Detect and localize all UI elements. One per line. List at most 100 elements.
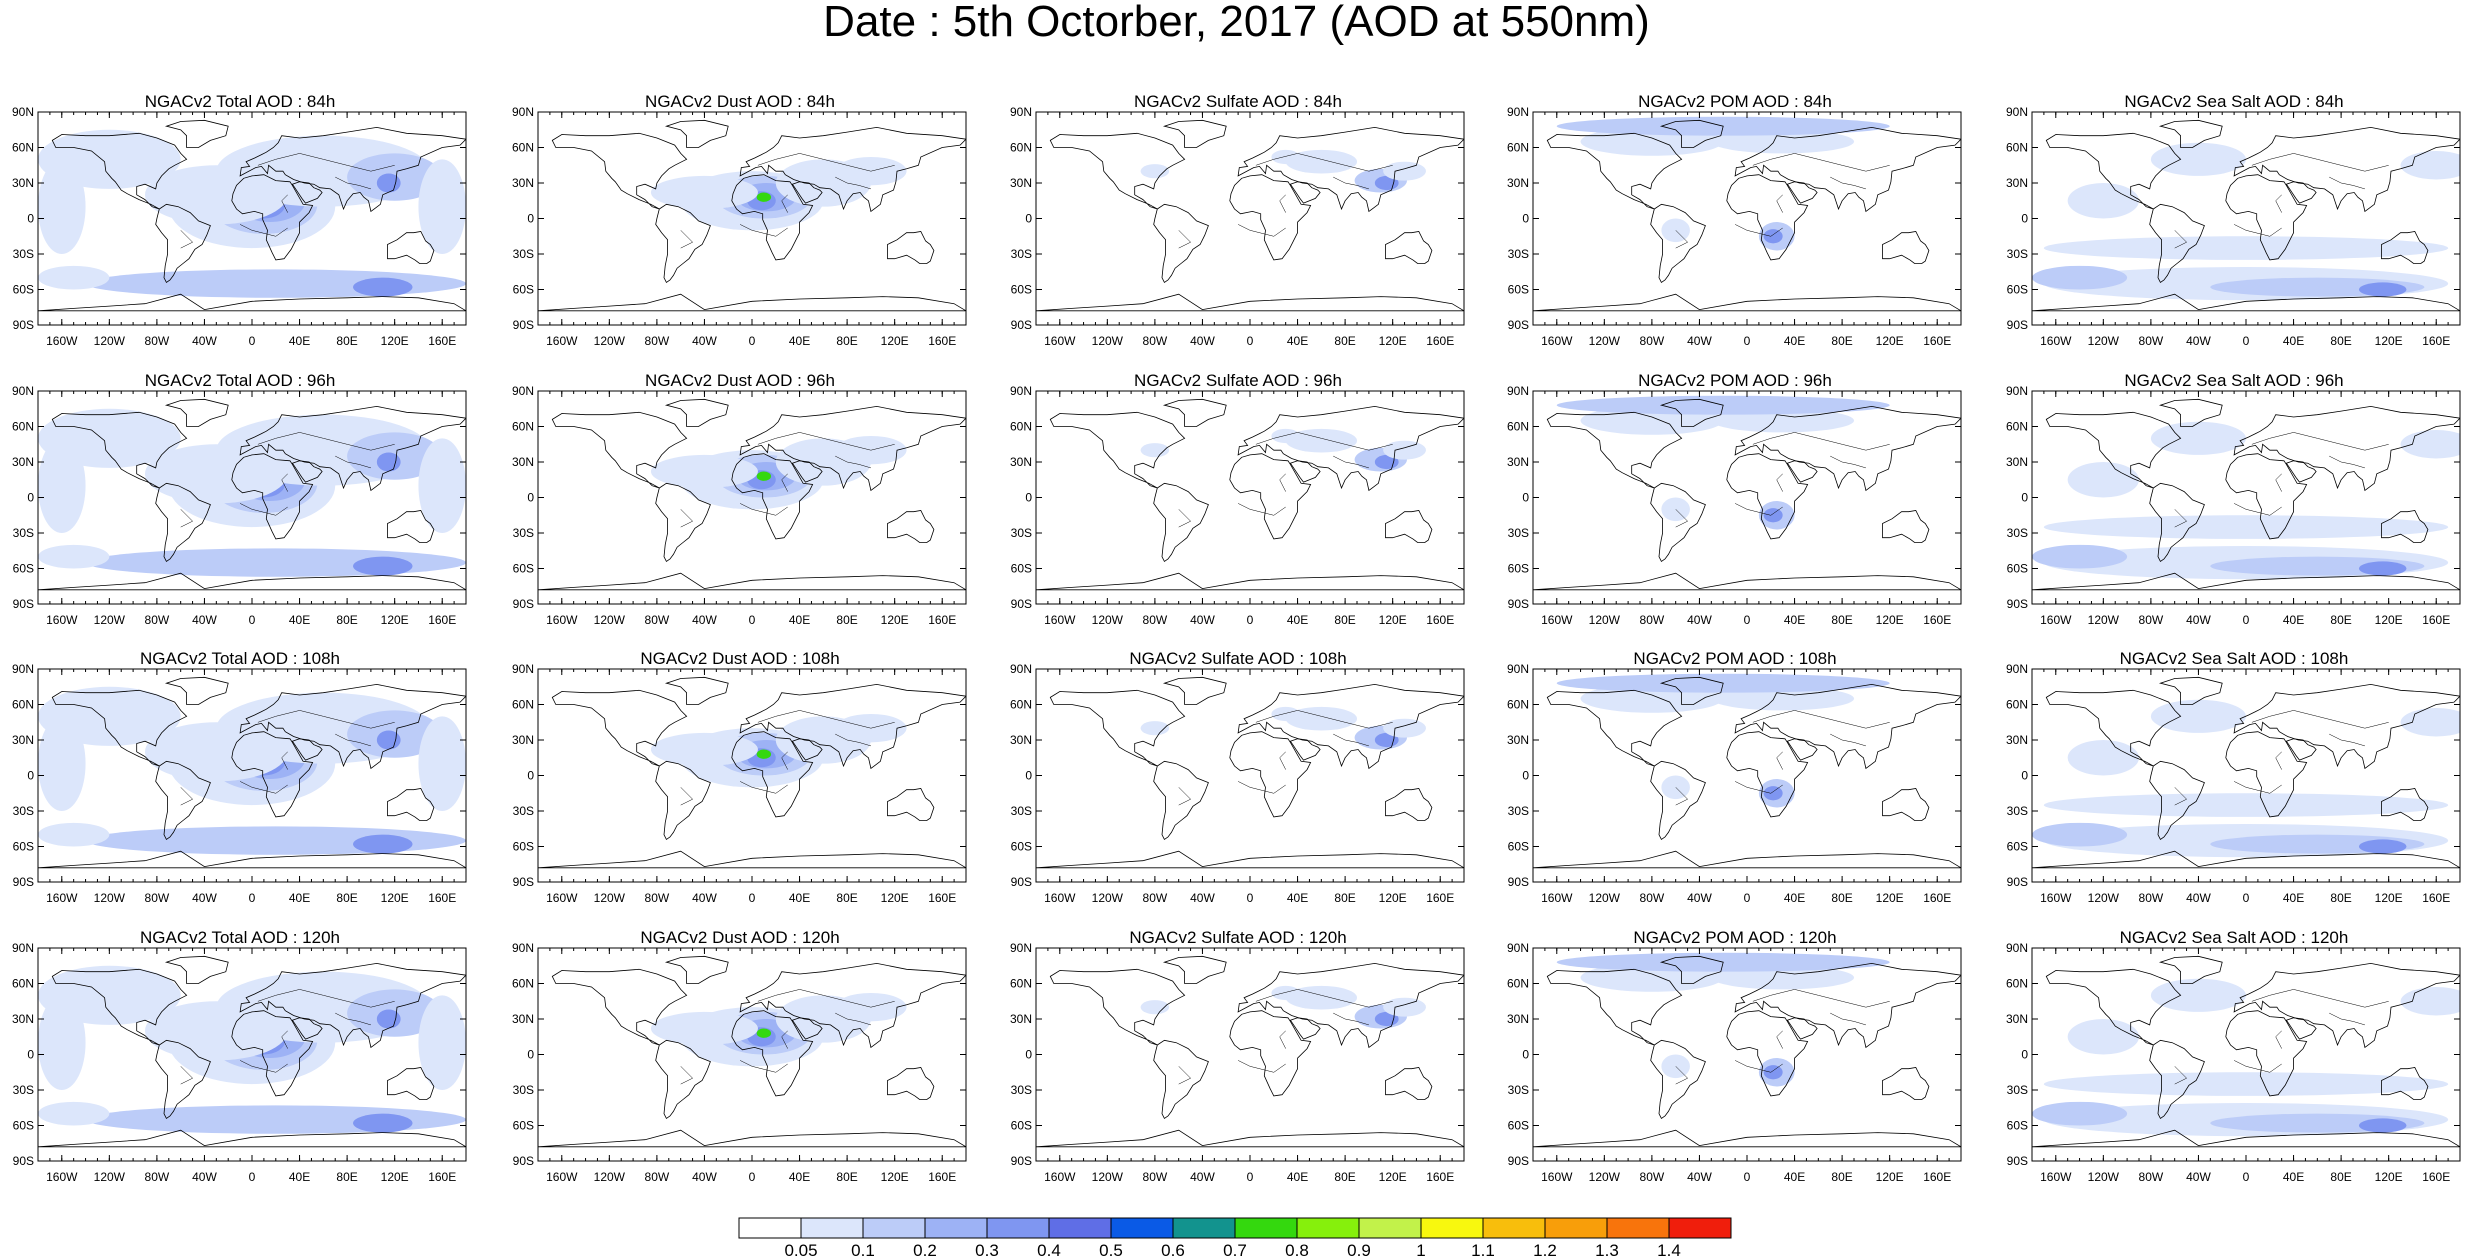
lon-tick-label: 80W bbox=[645, 891, 670, 905]
border-line bbox=[1255, 710, 1393, 729]
aod-field bbox=[650, 435, 907, 510]
lat-tick-label: 30N bbox=[1010, 176, 1032, 190]
coastline bbox=[2158, 398, 2223, 427]
lon-tick-label: 0 bbox=[1247, 891, 1254, 905]
aod-map: 90N 60N 30N 0 30S 60S 90S 160W 120W 80W 40W 0 40E 80E… bbox=[1010, 105, 1465, 348]
lon-tick-label: 160E bbox=[428, 613, 456, 627]
lon-tick-label: 80E bbox=[2330, 1170, 2351, 1184]
aod-field bbox=[1556, 952, 1890, 1087]
lat-tick-label: 90S bbox=[1508, 318, 1529, 332]
coastline bbox=[1786, 181, 1818, 204]
border-line bbox=[180, 509, 194, 528]
lat-tick-label: 0 bbox=[27, 769, 34, 783]
axis-ticks bbox=[1035, 111, 1465, 326]
axis-ticks bbox=[37, 947, 467, 1162]
coastline bbox=[1882, 231, 1930, 264]
coastline bbox=[164, 398, 229, 427]
lon-tick-label: 40E bbox=[1287, 613, 1308, 627]
aod-blob bbox=[2358, 839, 2407, 854]
axis-ticks bbox=[1532, 668, 1962, 883]
lat-tick-label: 30N bbox=[512, 733, 534, 747]
lon-tick-label: 80W bbox=[1143, 334, 1168, 348]
map-panel: NGACv2 Dust AOD : 84h 90N 60N 30N 0 30S 60S 90S… bbox=[500, 92, 980, 362]
border-line bbox=[2329, 1012, 2365, 1026]
coastline bbox=[2285, 181, 2317, 204]
lon-tick-label: 40E bbox=[1784, 613, 1805, 627]
lon-tick-label: 120W bbox=[2088, 613, 2120, 627]
coastline bbox=[1162, 398, 1227, 427]
lat-tick-label: 90N bbox=[12, 941, 34, 955]
lon-tick-label: 40W bbox=[692, 1170, 717, 1184]
colorbar-label: 0.05 bbox=[784, 1241, 817, 1260]
lon-tick-label: 160E bbox=[428, 891, 456, 905]
lat-tick-label: 30S bbox=[1011, 804, 1032, 818]
lon-tick-label: 80E bbox=[2330, 613, 2351, 627]
lat-tick-label: 0 bbox=[2021, 212, 2028, 226]
coastline bbox=[164, 119, 229, 148]
map-panel: NGACv2 Sulfate AOD : 96h 90N 60N 30N 0 30S 60S… bbox=[998, 371, 1478, 641]
lon-tick-label: 160E bbox=[1923, 891, 1951, 905]
lat-tick-label: 30N bbox=[1507, 176, 1529, 190]
aod-field bbox=[650, 992, 907, 1067]
coastline bbox=[291, 738, 323, 761]
colorbar-swatch bbox=[1482, 1217, 1546, 1239]
coastline bbox=[1153, 203, 1209, 283]
coastline bbox=[887, 231, 935, 264]
aod-blob bbox=[1383, 440, 1426, 460]
lat-tick-label: 0 bbox=[527, 212, 534, 226]
coastline bbox=[1726, 453, 1809, 540]
border-line bbox=[1178, 1066, 1192, 1085]
aod-blob bbox=[418, 159, 466, 254]
lat-tick-label: 0 bbox=[1025, 212, 1032, 226]
aod-blob bbox=[650, 1011, 758, 1046]
border-line bbox=[1255, 989, 1393, 1008]
coastline bbox=[664, 398, 729, 427]
coastline bbox=[38, 850, 466, 869]
coastline bbox=[164, 676, 229, 705]
aod-blob bbox=[38, 716, 86, 811]
lon-tick-label: 80E bbox=[836, 613, 857, 627]
lon-tick-label: 160E bbox=[928, 613, 956, 627]
lon-tick-label: 160W bbox=[1044, 334, 1076, 348]
aod-blob bbox=[2150, 421, 2246, 455]
panel-title: NGACv2 Sulfate AOD : 84h bbox=[1134, 92, 1342, 111]
lon-tick-label: 120W bbox=[1589, 891, 1621, 905]
lon-tick-label: 80W bbox=[1640, 1170, 1665, 1184]
colorbar-swatch bbox=[1048, 1217, 1112, 1239]
aod-blob bbox=[756, 749, 772, 759]
aod-blob bbox=[38, 995, 86, 1090]
border-line bbox=[757, 710, 895, 729]
lon-tick-label: 0 bbox=[749, 334, 756, 348]
lat-tick-label: 90S bbox=[1011, 875, 1032, 889]
lon-tick-label: 120E bbox=[2375, 613, 2403, 627]
lon-tick-label: 40E bbox=[789, 613, 810, 627]
coastline bbox=[1650, 1039, 1706, 1119]
colorbar-swatch bbox=[1296, 1217, 1360, 1239]
aod-map: 90N 60N 30N 0 30S 60S 90S 160W 120W 80W 40W 0 40E 80E… bbox=[2006, 384, 2461, 627]
coastline bbox=[791, 181, 823, 204]
lon-tick-label: 120W bbox=[594, 891, 626, 905]
coastline bbox=[387, 510, 435, 543]
aod-blob bbox=[1271, 706, 1300, 722]
lat-tick-label: 30S bbox=[13, 804, 34, 818]
aod-blob bbox=[1383, 718, 1426, 738]
border-line bbox=[1752, 710, 1890, 729]
aod-blob bbox=[1285, 428, 1357, 453]
coastline bbox=[1659, 119, 1724, 148]
lon-tick-label: 80W bbox=[645, 334, 670, 348]
lon-tick-label: 160W bbox=[2040, 891, 2072, 905]
coastline bbox=[2149, 1039, 2205, 1119]
lat-tick-label: 30N bbox=[512, 176, 534, 190]
coastline bbox=[1385, 231, 1433, 264]
coastline bbox=[1533, 1129, 1961, 1148]
lat-tick-label: 60S bbox=[513, 283, 534, 297]
lon-tick-label: 120W bbox=[1092, 891, 1124, 905]
lon-tick-label: 120E bbox=[881, 1170, 909, 1184]
lon-tick-label: 160W bbox=[1541, 891, 1573, 905]
coastline bbox=[51, 132, 188, 210]
border-line bbox=[2233, 1060, 2282, 1073]
map-panel: NGACv2 Total AOD : 108h 90N 60N 30N 0 30S 60S 9… bbox=[0, 649, 480, 919]
lon-tick-label: 40E bbox=[289, 334, 310, 348]
lon-tick-label: 160W bbox=[46, 334, 78, 348]
coastline bbox=[791, 460, 823, 483]
